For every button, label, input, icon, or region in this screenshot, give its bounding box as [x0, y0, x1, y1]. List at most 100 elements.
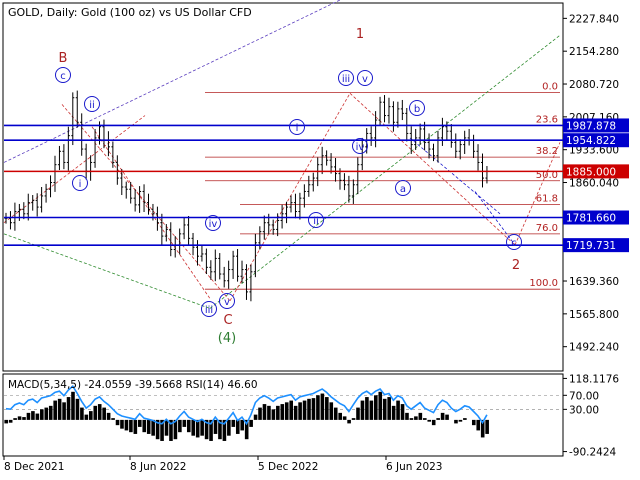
wave-label-circled-circle [201, 301, 217, 317]
level-price-tag-label: 1987.878 [566, 120, 616, 132]
wave-label-circled: a [400, 184, 406, 195]
fib-level-label: 23.6 [536, 114, 558, 125]
x-tick-label: 5 Dec 2022 [258, 461, 318, 473]
macd-histogram-bar [142, 419, 147, 433]
level-price-tag [563, 210, 629, 225]
wave-label-circled-circle [72, 175, 88, 191]
wave-label-circled-circle [409, 100, 425, 116]
macd-histogram-bar [71, 391, 75, 420]
macd-histogram-bar [276, 405, 280, 420]
macd-histogram-bar [454, 419, 458, 424]
macd-histogram-bar [253, 414, 258, 420]
macd-histogram-bar [35, 413, 40, 420]
price-tick-label: 1860.040 [569, 178, 619, 190]
indicator-tick-label: 30.00 [569, 404, 599, 416]
macd-histogram-bar [431, 419, 436, 426]
macd-histogram-bar [289, 400, 294, 420]
macd-histogram-bar [222, 419, 227, 441]
wave-label-red: B [59, 51, 68, 66]
level-price-tag-label: 1954.822 [566, 135, 616, 147]
wave-label-circled: i [296, 123, 299, 134]
wave-label-red: 2 [512, 258, 520, 273]
fib-level-label: 0.0 [542, 81, 558, 92]
macd-histogram-bar [391, 405, 396, 420]
axis-layer: 2227.8402154.2802080.7202007.1601933.600… [3, 13, 629, 473]
macd-histogram-bar [111, 418, 115, 420]
macd-histogram-bar [360, 400, 365, 420]
price-panel-frame [2, 2, 564, 372]
fib-level-label: 50.0 [536, 170, 558, 181]
wave-label-circled: iv [209, 219, 218, 230]
macd-histogram-bar [227, 419, 231, 436]
macd-histogram-bar [458, 419, 463, 422]
wave-label-circled: iii [342, 74, 350, 85]
macd-histogram-bar [342, 416, 347, 420]
macd-histogram-bar [378, 391, 383, 420]
green-channel-lower [3, 233, 211, 309]
wave-label-circled: i [79, 179, 82, 190]
macd-histogram-bar [387, 397, 391, 420]
macd-histogram-bar [369, 400, 374, 420]
macd-histogram-bar [271, 409, 276, 420]
macd-histogram-bar [382, 398, 387, 420]
macd-histogram-bar [89, 411, 93, 420]
macd-histogram-bar [155, 419, 160, 440]
price-tick-label: 2080.720 [569, 79, 619, 91]
wave-label-circled: iii [205, 305, 213, 316]
price-tick-label: 2154.280 [569, 46, 619, 58]
wave-label-circled-circle [352, 138, 368, 154]
macd-histogram-bar [137, 419, 142, 427]
fib-level-label: 76.0 [536, 223, 558, 234]
macd-histogram-bar [178, 419, 182, 433]
macd-histogram-bar [97, 404, 102, 420]
macd-histogram-bar [347, 419, 351, 424]
macd-histogram-bar [463, 418, 467, 420]
wave-label-circled-circle [219, 293, 235, 309]
macd-histogram-bar [445, 414, 449, 420]
macd-histogram-bar [422, 418, 427, 420]
wave-label-circled-circle [395, 180, 411, 196]
indicator-tick-label: 70.00 [569, 390, 599, 402]
macd-histogram-bar [57, 398, 62, 420]
macd-histogram-bar [414, 416, 418, 420]
macd-histogram-bar [209, 419, 213, 441]
macd-histogram-bar [338, 412, 342, 420]
wave-label-circled: b [414, 104, 420, 115]
indicator-title: MACD(5,34,5) -24.0559 -39.5668 RSI(14) 4… [8, 379, 258, 391]
x-tick-label: 8 Jun 2022 [130, 461, 186, 473]
macd-histogram-bar [115, 419, 120, 426]
purple-channel-line [3, 0, 341, 163]
macd-histogram-bar [356, 407, 360, 420]
rsi-line [5, 384, 488, 426]
macd-histogram-bar [262, 404, 267, 420]
macd-histogram-bar [48, 405, 53, 420]
wave-label-red: 1 [356, 27, 364, 42]
macd-histogram-bar [22, 417, 26, 420]
macd-histogram-bar [471, 419, 476, 426]
fib-level-label: 61.8 [536, 193, 558, 204]
macd-histogram-bar [436, 418, 440, 420]
price-tick-label: 1492.240 [569, 342, 619, 354]
indicator-layer [4, 384, 560, 441]
fib-level-label: 38.2 [536, 146, 558, 157]
blue-forecast-b [474, 191, 516, 246]
wave-label-circled: iv [356, 142, 365, 153]
level-price-tag-label: 1719.731 [566, 240, 616, 252]
macd-histogram-bar [249, 419, 253, 427]
macd-histogram-bar [164, 419, 169, 436]
wave-label-circled: c [60, 71, 66, 82]
macd-histogram-bar [485, 419, 489, 434]
macd-histogram-bar [200, 419, 204, 436]
macd-histogram-bar [31, 411, 35, 420]
macd-histogram-bar [120, 419, 124, 429]
macd-histogram-bar [75, 398, 80, 420]
macd-histogram-bar [418, 412, 423, 420]
macd-histogram-bar [93, 405, 98, 420]
macd-histogram-bar [333, 407, 338, 420]
macd-histogram-bar [258, 407, 262, 420]
red-channel-upper [3, 115, 146, 224]
macd-histogram-bar [280, 404, 285, 420]
macd-histogram-bar [440, 412, 445, 420]
